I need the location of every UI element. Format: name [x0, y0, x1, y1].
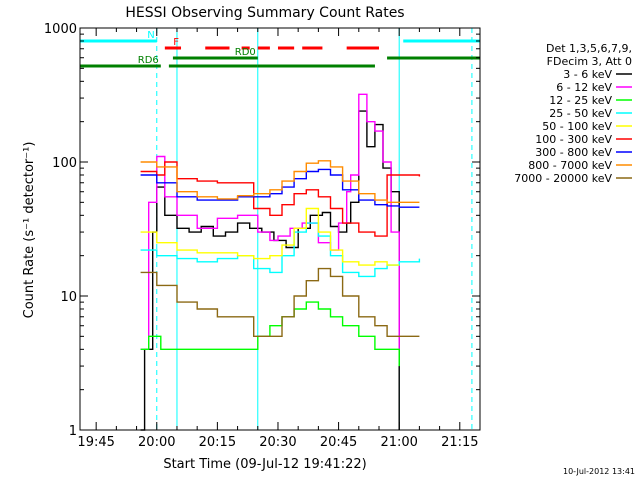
legend-label: 25 - 50 keV [549, 107, 612, 120]
series-line [140, 267, 420, 337]
legend: Det 1,3,5,6,7,9,FDecim 3, Att 03 - 6 keV… [514, 42, 632, 185]
legend-label: 3 - 6 keV [563, 68, 612, 81]
x-tick-label: 21:00 [380, 435, 417, 450]
legend-label: 7000 - 20000 keV [514, 172, 612, 185]
legend-label: 100 - 300 keV [535, 133, 612, 146]
series-line [140, 93, 400, 350]
legend-label: 12 - 25 keV [549, 94, 612, 107]
legend-label: 6 - 12 keV [556, 81, 612, 94]
x-tick-label: 20:45 [320, 435, 357, 450]
y-axis-label: Count Rate (s⁻¹ detector⁻¹) [22, 142, 37, 319]
series-line [140, 161, 421, 237]
x-tick-label: 20:30 [259, 435, 296, 450]
chart-title: HESSI Observing Summary Count Rates [125, 5, 404, 21]
flag-label: RD6 [138, 55, 159, 66]
flag-label: N [147, 30, 154, 41]
series-line [140, 160, 420, 203]
x-axis-label: Start Time (09-Jul-12 19:41:22) [163, 457, 366, 472]
plot-frame [79, 27, 481, 431]
series-line [140, 207, 400, 266]
plot-area: N F RD0 RD6 19:45 20:00 20:15 20:30 20:45 21:00 21… [44, 22, 481, 450]
y-tick-label: 1 [69, 424, 77, 439]
legend-label: 50 - 100 keV [542, 120, 612, 133]
legend-header: FDecim 3, Att 0 [547, 55, 632, 68]
x-tick-label: 19:45 [77, 435, 114, 450]
flag-label: F [173, 37, 179, 48]
x-tick-label: 20:15 [199, 435, 236, 450]
x-tick-label: 20:00 [138, 435, 175, 450]
legend-header: Det 1,3,5,6,7,9, [546, 42, 632, 55]
series-line [140, 168, 420, 208]
y-tick-label: 1000 [44, 22, 77, 37]
timestamp: 10-Jul-2012 13:41 [563, 467, 635, 476]
y-tick-label: 10 [60, 290, 77, 305]
flag-label: RD0 [235, 47, 256, 58]
legend-label: 300 - 800 keV [535, 146, 612, 159]
x-tick-label: 21:15 [441, 435, 478, 450]
legend-label: 800 - 7000 keV [528, 159, 612, 172]
series-line [140, 301, 400, 367]
y-tick-label: 100 [52, 156, 77, 171]
